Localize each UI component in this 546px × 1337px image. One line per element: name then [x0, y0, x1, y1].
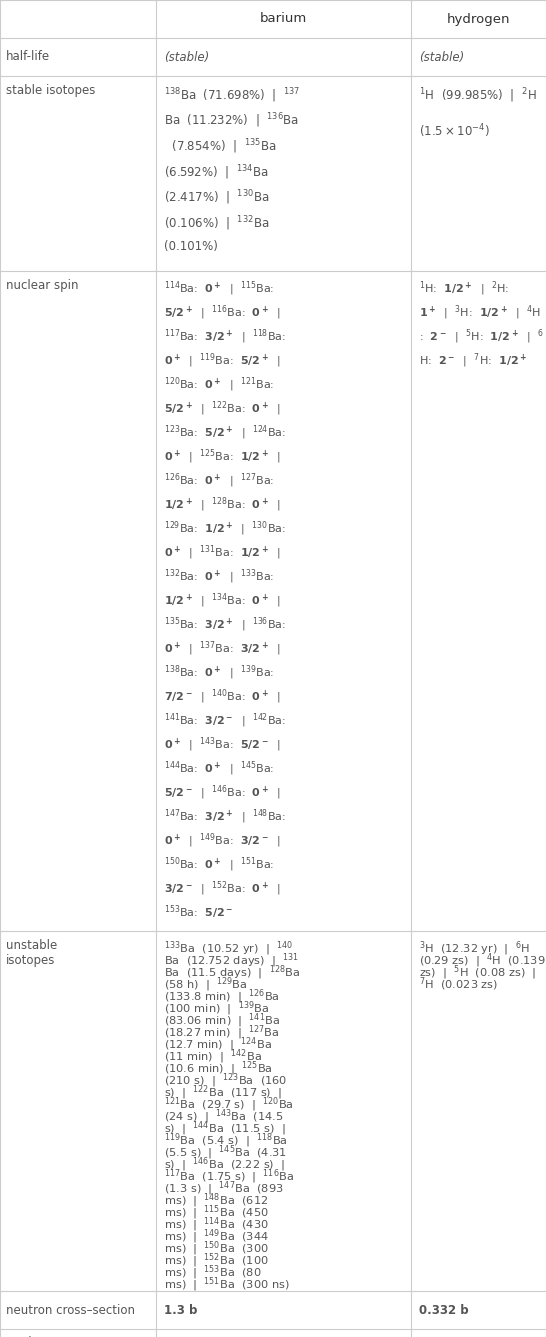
Text: (6.592%)  |  $^{134}$Ba: (6.592%) | $^{134}$Ba [164, 163, 269, 182]
Text: ms)  |  $^{151}$Ba  (300 ns): ms) | $^{151}$Ba (300 ns) [164, 1275, 290, 1294]
Text: $^{1}$H:  $\mathbf{1/2^+}$  |  $^{2}$H:: $^{1}$H: $\mathbf{1/2^+}$ | $^{2}$H: [419, 279, 509, 298]
Text: (100 min)  |  $^{139}$Ba: (100 min) | $^{139}$Ba [164, 999, 269, 1017]
Text: $^{138}$Ba:  $\mathbf{0^+}$  |  $^{139}$Ba:: $^{138}$Ba: $\mathbf{0^+}$ | $^{139}$Ba: [164, 663, 274, 682]
Text: half-life: half-life [6, 51, 50, 63]
Text: (10.6 min)  |  $^{125}$Ba: (10.6 min) | $^{125}$Ba [164, 1059, 273, 1078]
Text: s)  |  $^{144}$Ba  (11.5 s)  |: s) | $^{144}$Ba (11.5 s) | [164, 1119, 286, 1138]
Text: Ba  (11.5 days)  |  $^{128}$Ba: Ba (11.5 days) | $^{128}$Ba [164, 963, 300, 981]
Text: $\mathbf{0^+}$  |  $^{149}$Ba:  $\mathbf{3/2^-}$  |: $\mathbf{0^+}$ | $^{149}$Ba: $\mathbf{3/… [164, 832, 281, 849]
Text: $^{119}$Ba  (5.4 s)  |  $^{118}$Ba: $^{119}$Ba (5.4 s) | $^{118}$Ba [164, 1131, 288, 1150]
Text: 0.332 b: 0.332 b [419, 1304, 468, 1317]
Text: $\mathbf{1^+}$  |  $^{3}$H:  $\mathbf{1/2^+}$  |  $^{4}$H: $\mathbf{1^+}$ | $^{3}$H: $\mathbf{1/2^+… [419, 303, 541, 322]
Text: (11 min)  |  $^{142}$Ba: (11 min) | $^{142}$Ba [164, 1047, 262, 1066]
Text: $^{120}$Ba:  $\mathbf{0^+}$  |  $^{121}$Ba:: $^{120}$Ba: $\mathbf{0^+}$ | $^{121}$Ba: [164, 374, 274, 393]
Text: $\mathbf{5/2^-}$  |  $^{146}$Ba:  $\mathbf{0^+}$  |: $\mathbf{5/2^-}$ | $^{146}$Ba: $\mathbf{… [164, 783, 281, 802]
Text: $^{114}$Ba:  $\mathbf{0^+}$  |  $^{115}$Ba:: $^{114}$Ba: $\mathbf{0^+}$ | $^{115}$Ba: [164, 279, 274, 298]
Text: $\mathbf{3/2^-}$  |  $^{152}$Ba:  $\mathbf{0^+}$  |: $\mathbf{3/2^-}$ | $^{152}$Ba: $\mathbf{… [164, 878, 281, 897]
Text: $\mathbf{1/2^+}$  |  $^{134}$Ba:  $\mathbf{0^+}$  |: $\mathbf{1/2^+}$ | $^{134}$Ba: $\mathbf{… [164, 591, 281, 610]
Text: stable isotopes: stable isotopes [6, 84, 96, 98]
Text: nuclear spin: nuclear spin [6, 279, 79, 291]
Text: zs)  |  $^{5}$H  (0.08 zs)  |: zs) | $^{5}$H (0.08 zs) | [419, 963, 536, 981]
Text: ms)  |  $^{149}$Ba  (344: ms) | $^{149}$Ba (344 [164, 1227, 269, 1246]
Text: $^{135}$Ba:  $\mathbf{3/2^+}$  |  $^{136}$Ba:: $^{135}$Ba: $\mathbf{3/2^+}$ | $^{136}$B… [164, 615, 286, 634]
Text: (0.29 zs)  |  $^{4}$H  (0.139: (0.29 zs) | $^{4}$H (0.139 [419, 951, 545, 969]
Text: ms)  |  $^{152}$Ba  (100: ms) | $^{152}$Ba (100 [164, 1251, 269, 1270]
Text: H:  $\mathbf{2^-}$  |  $^{7}$H:  $\mathbf{1/2^+}$: H: $\mathbf{2^-}$ | $^{7}$H: $\mathbf{1/… [419, 352, 527, 369]
Text: (2.417%)  |  $^{130}$Ba: (2.417%) | $^{130}$Ba [164, 189, 269, 207]
Text: $^{126}$Ba:  $\mathbf{0^+}$  |  $^{127}$Ba:: $^{126}$Ba: $\mathbf{0^+}$ | $^{127}$Ba: [164, 471, 274, 489]
Text: $\mathbf{5/2^+}$  |  $^{116}$Ba:  $\mathbf{0^+}$  |: $\mathbf{5/2^+}$ | $^{116}$Ba: $\mathbf{… [164, 303, 281, 322]
Text: $\mathbf{0^+}$  |  $^{131}$Ba:  $\mathbf{1/2^+}$  |: $\mathbf{0^+}$ | $^{131}$Ba: $\mathbf{1/… [164, 543, 281, 562]
Text: $\mathbf{0^+}$  |  $^{143}$Ba:  $\mathbf{5/2^-}$  |: $\mathbf{0^+}$ | $^{143}$Ba: $\mathbf{5/… [164, 735, 281, 754]
Text: ms)  |  $^{148}$Ba  (612: ms) | $^{148}$Ba (612 [164, 1191, 268, 1210]
Text: $^{1}$H  (99.985%)  |  $^{2}$H: $^{1}$H (99.985%) | $^{2}$H [419, 86, 537, 104]
Text: Ba  (11.232%)  |  $^{136}$Ba: Ba (11.232%) | $^{136}$Ba [164, 112, 299, 130]
Text: ms)  |  $^{153}$Ba  (80: ms) | $^{153}$Ba (80 [164, 1263, 262, 1282]
Text: $\mathbf{5/2^+}$  |  $^{122}$Ba:  $\mathbf{0^+}$  |: $\mathbf{5/2^+}$ | $^{122}$Ba: $\mathbf{… [164, 398, 281, 417]
Text: (18.27 min)  |  $^{127}$Ba: (18.27 min) | $^{127}$Ba [164, 1023, 280, 1042]
Text: unstable
isotopes: unstable isotopes [6, 939, 57, 967]
Text: (133.8 min)  |  $^{126}$Ba: (133.8 min) | $^{126}$Ba [164, 987, 280, 1005]
Text: hydrogen: hydrogen [447, 12, 511, 25]
Text: $^{144}$Ba:  $\mathbf{0^+}$  |  $^{145}$Ba:: $^{144}$Ba: $\mathbf{0^+}$ | $^{145}$Ba: [164, 759, 274, 778]
Text: $^{132}$Ba:  $\mathbf{0^+}$  |  $^{133}$Ba:: $^{132}$Ba: $\mathbf{0^+}$ | $^{133}$Ba: [164, 567, 274, 586]
Text: $^{141}$Ba:  $\mathbf{3/2^-}$  |  $^{142}$Ba:: $^{141}$Ba: $\mathbf{3/2^-}$ | $^{142}$B… [164, 711, 286, 730]
Text: 1.3 b: 1.3 b [164, 1304, 197, 1317]
Text: :  $\mathbf{2^-}$  |  $^{5}$H:  $\mathbf{1/2^+}$  |  $^{6}$: : $\mathbf{2^-}$ | $^{5}$H: $\mathbf{1/2… [419, 328, 544, 345]
Text: neutron cross–section: neutron cross–section [6, 1304, 135, 1317]
Text: barium: barium [260, 12, 307, 25]
Text: $^{129}$Ba:  $\mathbf{1/2^+}$  |  $^{130}$Ba:: $^{129}$Ba: $\mathbf{1/2^+}$ | $^{130}$B… [164, 519, 286, 537]
Text: (24 s)  |  $^{143}$Ba  (14.5: (24 s) | $^{143}$Ba (14.5 [164, 1107, 283, 1126]
Text: (83.06 min)  |  $^{141}$Ba: (83.06 min) | $^{141}$Ba [164, 1011, 280, 1029]
Text: Ba  (12.752 days)  |  $^{131}$: Ba (12.752 days) | $^{131}$ [164, 951, 299, 969]
Text: (1.3 s)  |  $^{147}$Ba  (893: (1.3 s) | $^{147}$Ba (893 [164, 1179, 284, 1198]
Text: $^{138}$Ba  (71.698%)  |  $^{137}$: $^{138}$Ba (71.698%) | $^{137}$ [164, 86, 300, 104]
Text: (210 s)  |  $^{123}$Ba  (160: (210 s) | $^{123}$Ba (160 [164, 1071, 287, 1090]
Text: ms)  |  $^{150}$Ba  (300: ms) | $^{150}$Ba (300 [164, 1239, 269, 1258]
Text: $^{7}$H  (0.023 zs): $^{7}$H (0.023 zs) [419, 975, 498, 992]
Text: neutron mass
absorption: neutron mass absorption [6, 1336, 87, 1337]
Text: $\mathbf{7/2^-}$  |  $^{140}$Ba:  $\mathbf{0^+}$  |: $\mathbf{7/2^-}$ | $^{140}$Ba: $\mathbf{… [164, 687, 281, 706]
Text: ms)  |  $^{114}$Ba  (430: ms) | $^{114}$Ba (430 [164, 1215, 269, 1234]
Text: (58 h)  |  $^{129}$Ba: (58 h) | $^{129}$Ba [164, 975, 247, 993]
Text: $\mathbf{0^+}$  |  $^{119}$Ba:  $\mathbf{5/2^+}$  |: $\mathbf{0^+}$ | $^{119}$Ba: $\mathbf{5/… [164, 352, 281, 369]
Text: (stable): (stable) [164, 51, 209, 63]
Text: $^{3}$H  (12.32 yr)  |  $^{6}$H: $^{3}$H (12.32 yr) | $^{6}$H [419, 939, 530, 957]
Text: $(1.5\times10^{-4})$: $(1.5\times10^{-4})$ [419, 122, 490, 139]
Text: $^{133}$Ba  (10.52 yr)  |  $^{140}$: $^{133}$Ba (10.52 yr) | $^{140}$ [164, 939, 293, 957]
Text: (7.854%)  |  $^{135}$Ba: (7.854%) | $^{135}$Ba [164, 138, 276, 156]
Text: (0.101%): (0.101%) [164, 241, 218, 253]
Text: ms)  |  $^{115}$Ba  (450: ms) | $^{115}$Ba (450 [164, 1203, 269, 1222]
Text: (stable): (stable) [419, 51, 464, 63]
Text: $\mathbf{0^+}$  |  $^{137}$Ba:  $\mathbf{3/2^+}$  |: $\mathbf{0^+}$ | $^{137}$Ba: $\mathbf{3/… [164, 639, 281, 658]
Text: $^{121}$Ba  (29.7 s)  |  $^{120}$Ba: $^{121}$Ba (29.7 s) | $^{120}$Ba [164, 1095, 294, 1114]
Text: $^{147}$Ba:  $\mathbf{3/2^+}$  |  $^{148}$Ba:: $^{147}$Ba: $\mathbf{3/2^+}$ | $^{148}$B… [164, 808, 286, 826]
Text: $^{150}$Ba:  $\mathbf{0^+}$  |  $^{151}$Ba:: $^{150}$Ba: $\mathbf{0^+}$ | $^{151}$Ba: [164, 854, 274, 873]
Text: $\mathbf{1/2^+}$  |  $^{128}$Ba:  $\mathbf{0^+}$  |: $\mathbf{1/2^+}$ | $^{128}$Ba: $\mathbf{… [164, 495, 281, 513]
Text: s)  |  $^{146}$Ba  (2.22 s)  |: s) | $^{146}$Ba (2.22 s) | [164, 1155, 285, 1174]
Text: $^{117}$Ba:  $\mathbf{3/2^+}$  |  $^{118}$Ba:: $^{117}$Ba: $\mathbf{3/2^+}$ | $^{118}$B… [164, 328, 286, 345]
Text: $^{123}$Ba:  $\mathbf{5/2^+}$  |  $^{124}$Ba:: $^{123}$Ba: $\mathbf{5/2^+}$ | $^{124}$B… [164, 422, 286, 441]
Text: (5.5 s)  |  $^{145}$Ba  (4.31: (5.5 s) | $^{145}$Ba (4.31 [164, 1143, 287, 1162]
Text: (12.7 min)  |  $^{124}$Ba: (12.7 min) | $^{124}$Ba [164, 1035, 272, 1054]
Text: $\mathbf{0^+}$  |  $^{125}$Ba:  $\mathbf{1/2^+}$  |: $\mathbf{0^+}$ | $^{125}$Ba: $\mathbf{1/… [164, 447, 281, 465]
Text: $^{153}$Ba:  $\mathbf{5/2^-}$: $^{153}$Ba: $\mathbf{5/2^-}$ [164, 902, 233, 921]
Text: s)  |  $^{122}$Ba  (117 s)  |: s) | $^{122}$Ba (117 s) | [164, 1083, 282, 1102]
Text: $^{117}$Ba  (1.75 s)  |  $^{116}$Ba: $^{117}$Ba (1.75 s) | $^{116}$Ba [164, 1167, 294, 1186]
Text: (0.106%)  |  $^{132}$Ba: (0.106%) | $^{132}$Ba [164, 214, 269, 233]
